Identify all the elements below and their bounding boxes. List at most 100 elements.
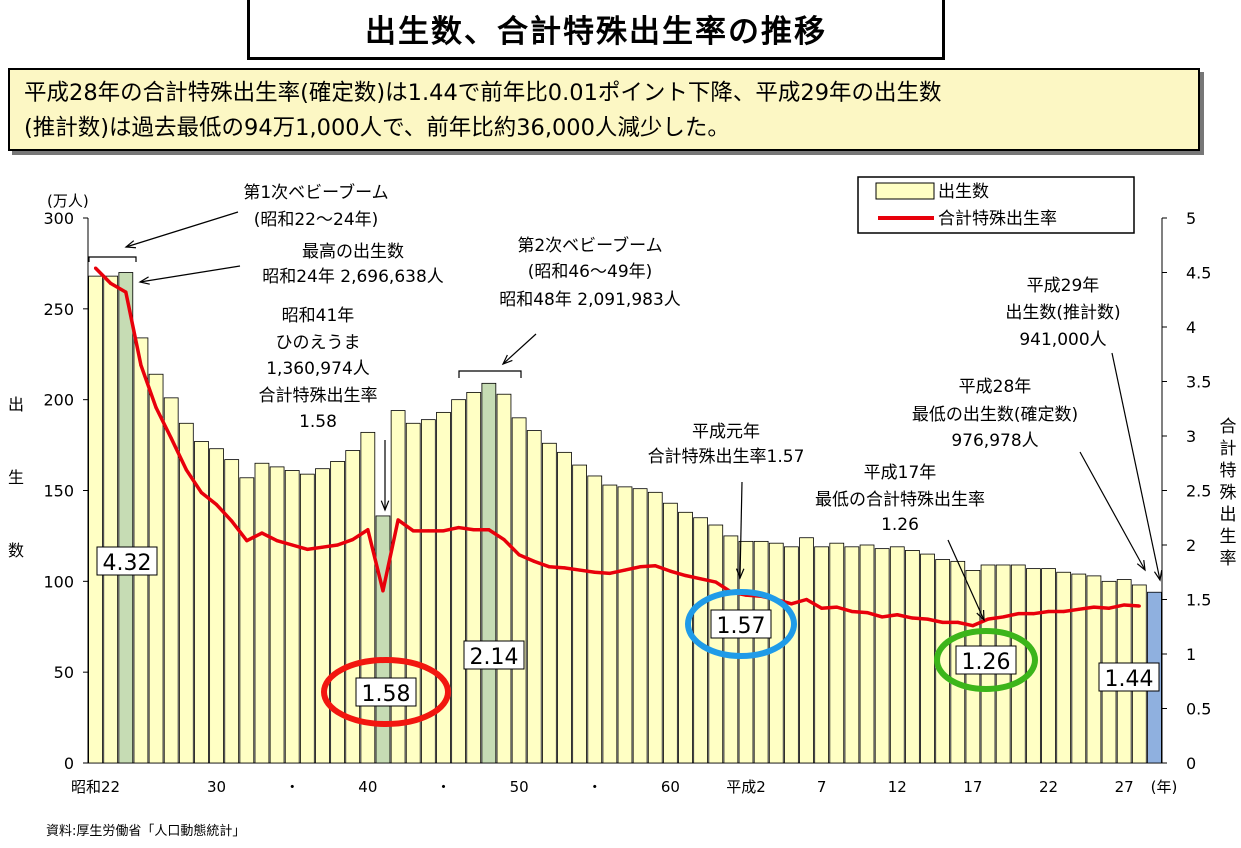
left-tick-label: 150 bbox=[43, 482, 74, 501]
annotation-boom2: 第2次ベビーブーム bbox=[517, 235, 662, 256]
fertility-rate-point bbox=[608, 571, 612, 575]
fertility-rate-point bbox=[457, 525, 461, 530]
left-axis-label-char: 数 bbox=[8, 541, 24, 560]
birth-bar bbox=[663, 502, 678, 764]
fertility-rate-point bbox=[623, 568, 627, 572]
fertility-rate-point bbox=[668, 569, 672, 573]
arrow-heisei28 bbox=[1079, 451, 1146, 571]
birth-bar bbox=[390, 410, 406, 764]
fertility-rate-point bbox=[1001, 615, 1005, 619]
annotation-boom2: (昭和46～49年) bbox=[528, 262, 653, 282]
right-tick-label: 0.5 bbox=[1186, 700, 1211, 719]
summary-line-1: 平成28年の合計特殊出生率(確定数)は1.44で前年比0.01ポイント下降、平成… bbox=[24, 80, 942, 106]
birth-bar bbox=[1041, 568, 1056, 764]
right-axis-label-char: 特 bbox=[1220, 461, 1237, 481]
x-tick-label: 22 bbox=[1039, 778, 1058, 796]
right-tick-label: 5 bbox=[1186, 209, 1196, 228]
birth-bar bbox=[874, 548, 890, 764]
fertility-rate-point bbox=[260, 531, 264, 535]
birth-bar bbox=[844, 546, 860, 764]
x-tick-label: 27 bbox=[1115, 778, 1134, 796]
arrow-max-births bbox=[139, 265, 241, 283]
arrow-hinoeuma-head bbox=[380, 500, 390, 512]
birth-bar bbox=[118, 272, 134, 764]
right-tick-label: 3.5 bbox=[1186, 373, 1211, 392]
annotation-hinoeuma: 昭和41年 bbox=[282, 306, 355, 326]
birth-bar bbox=[88, 275, 103, 764]
legend-label-births: 出生数 bbox=[938, 182, 989, 202]
birth-bar bbox=[617, 486, 633, 764]
birth-bar bbox=[269, 466, 285, 764]
left-tick-label: 250 bbox=[43, 300, 74, 319]
birth-bar bbox=[799, 537, 814, 764]
fertility-rate-point bbox=[1092, 605, 1096, 609]
birth-bar bbox=[194, 441, 209, 764]
birth-bar bbox=[103, 275, 119, 764]
highlight-circle-blue bbox=[685, 589, 797, 659]
annotation-hinoeuma: 1.58 bbox=[299, 412, 337, 432]
value-box-text: 4.32 bbox=[103, 551, 152, 576]
arrow-heisei1 bbox=[739, 481, 743, 579]
right-tick-label: 1.5 bbox=[1186, 591, 1211, 610]
fertility-rate-point bbox=[335, 543, 340, 547]
birth-bar bbox=[587, 475, 603, 764]
annotation-hinoeuma: 1,360,974人 bbox=[266, 359, 370, 379]
annotation-heisei29: 平成29年 bbox=[1027, 276, 1100, 296]
annotation-heisei1: 平成元年 bbox=[692, 422, 760, 442]
birth-bar bbox=[889, 546, 905, 764]
fertility-rate-point bbox=[1137, 604, 1141, 608]
arrow-heisei17 bbox=[947, 539, 985, 621]
birth-bar bbox=[315, 468, 330, 764]
left-axis-label-char: 生 bbox=[8, 468, 24, 487]
fertility-rate-point bbox=[910, 616, 915, 620]
fertility-rate-point bbox=[865, 610, 869, 615]
fertility-rate-point bbox=[184, 468, 188, 472]
birth-bar bbox=[178, 422, 194, 764]
annotation-hinoeuma: 合計特殊出生率 bbox=[259, 386, 378, 406]
annotation-heisei17: 最低の合計特殊出生率 bbox=[815, 490, 985, 510]
birth-bar bbox=[405, 422, 421, 764]
fertility-rate-point bbox=[472, 528, 476, 532]
fertility-rate-point bbox=[93, 266, 98, 270]
value-box-text: 1.26 bbox=[962, 650, 1011, 675]
fertility-rate-point bbox=[214, 503, 219, 507]
fertility-rate-point bbox=[683, 573, 688, 578]
fertility-rate-point bbox=[441, 529, 446, 533]
birth-bar bbox=[284, 470, 300, 764]
fertility-rate-point bbox=[820, 606, 824, 610]
left-axis-unit: (万人) bbox=[47, 192, 89, 210]
x-tick-label: ・ bbox=[436, 778, 451, 796]
right-axis-label-char: 率 bbox=[1220, 549, 1237, 569]
arrow-heisei29 bbox=[1111, 352, 1161, 581]
value-box bbox=[955, 645, 1017, 675]
fertility-rate-point bbox=[532, 559, 536, 563]
right-tick-label: 4 bbox=[1186, 318, 1196, 337]
fertility-rate-point bbox=[1062, 609, 1066, 614]
fertility-rate-point bbox=[502, 537, 506, 542]
x-tick-label: ・ bbox=[285, 778, 300, 796]
birth-bar bbox=[542, 442, 557, 764]
title-text: 出生数、合計特殊出生率の推移 bbox=[365, 14, 827, 50]
value-box bbox=[355, 677, 417, 707]
source-note: 資料:厚生労働省「人口動態統計」 bbox=[46, 824, 246, 839]
annotation-max-births: 最高の出生数 bbox=[302, 242, 404, 262]
left-axis-label-char: 出 bbox=[8, 395, 24, 414]
fertility-rate-point bbox=[517, 553, 521, 557]
right-tick-label: 4.5 bbox=[1186, 264, 1211, 283]
fertility-rate-point bbox=[1016, 612, 1020, 616]
fertility-rate-point bbox=[1077, 607, 1081, 611]
birth-bar bbox=[814, 546, 830, 764]
fertility-rate-point bbox=[789, 602, 793, 606]
fertility-rate-point bbox=[941, 620, 945, 624]
fertility-rate-point bbox=[804, 597, 809, 602]
birth-bar bbox=[451, 399, 466, 764]
birth-bar bbox=[784, 546, 799, 764]
fertility-rate-point bbox=[714, 580, 718, 584]
x-tick-label: 17 bbox=[963, 778, 982, 796]
birth-bar bbox=[239, 477, 255, 764]
annotation-heisei17: 平成17年 bbox=[864, 463, 937, 483]
birth-bar bbox=[1071, 573, 1087, 764]
fertility-rate-point bbox=[230, 519, 234, 523]
birth-bar bbox=[254, 462, 270, 764]
